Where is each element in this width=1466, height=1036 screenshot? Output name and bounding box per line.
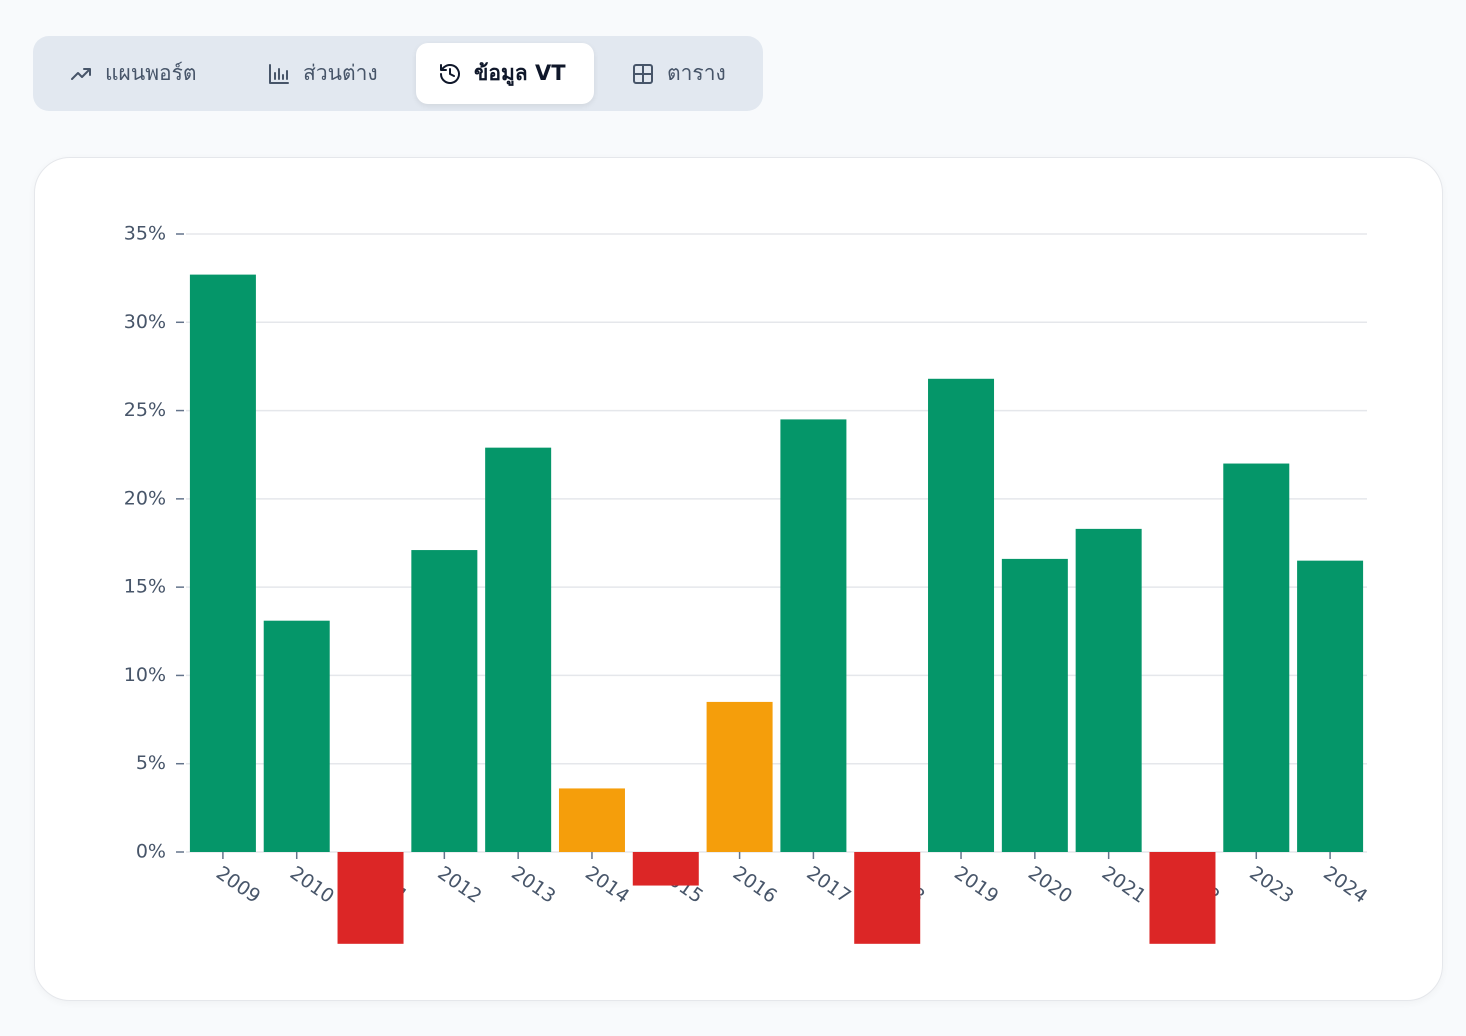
y-tick-label: 0% [136, 841, 166, 863]
bar [1297, 560, 1364, 852]
bar [189, 274, 256, 852]
tab-bar: แผนพอร์ต ส่วนต่าง ข้อมูล VT ตาราง [33, 36, 763, 111]
x-tick-label: 2023 [1245, 862, 1297, 908]
tab[interactable]: ตาราง [609, 43, 749, 104]
bar [1001, 558, 1068, 852]
y-tick-label: 25% [124, 399, 166, 421]
tab-label: ส่วนต่าง [303, 61, 378, 85]
chart-card: 0%5%10%15%20%25%30%35%200920102011201220… [34, 157, 1443, 1001]
bar [706, 701, 773, 852]
y-tick-label: 30% [124, 311, 166, 333]
bar [263, 620, 330, 852]
bar [485, 447, 552, 852]
icon-trend [71, 67, 91, 80]
tab-label: แผนพอร์ต [105, 61, 197, 85]
y-tick-label: 10% [124, 664, 166, 686]
x-tick-label: 2020 [1024, 862, 1076, 908]
icon-bars [269, 63, 289, 84]
x-tick-label: 2024 [1319, 862, 1371, 908]
y-tick-label: 35% [124, 223, 166, 245]
x-tick-label: 2012 [433, 862, 485, 908]
x-tick-label: 2017 [803, 862, 855, 908]
y-tick-label: 20% [124, 487, 166, 509]
bar [1075, 528, 1142, 852]
x-tick-label: 2021 [1098, 862, 1150, 908]
tab[interactable]: ส่วนต่าง [245, 43, 415, 104]
chart: 0%5%10%15%20%25%30%35%200920102011201220… [124, 223, 1371, 944]
icon-history [440, 63, 460, 84]
bar [928, 378, 995, 852]
tab[interactable]: ข้อมูล VT [416, 43, 594, 104]
bar [1223, 463, 1290, 852]
bar [1149, 852, 1216, 944]
x-tick-label: 2009 [212, 862, 264, 908]
y-tick-label: 5% [136, 752, 166, 774]
tab-label: ตาราง [667, 61, 726, 85]
bar [632, 852, 699, 886]
bar [558, 788, 625, 852]
bar [854, 852, 921, 944]
x-tick-label: 2010 [286, 862, 338, 908]
x-tick-label: 2016 [729, 862, 781, 908]
bar [411, 550, 478, 852]
icon-table [633, 63, 653, 84]
tab[interactable]: แผนพอร์ต [47, 43, 237, 104]
bar [780, 419, 847, 852]
tab-label: ข้อมูล VT [474, 61, 566, 85]
x-tick-label: 2019 [950, 862, 1002, 908]
y-tick-label: 15% [124, 576, 166, 598]
x-tick-label: 2014 [581, 862, 633, 908]
bar [337, 852, 404, 944]
x-tick-label: 2013 [507, 862, 559, 908]
